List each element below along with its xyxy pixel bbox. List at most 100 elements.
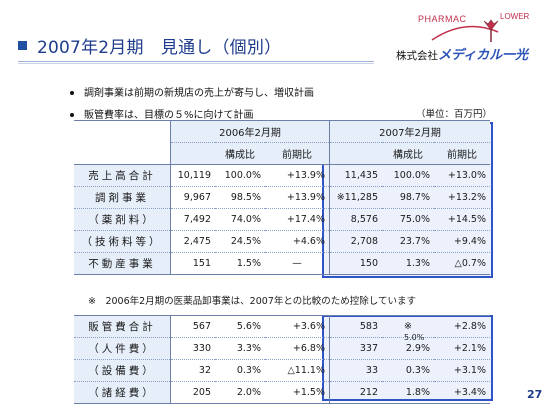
header-blank bbox=[74, 120, 171, 143]
table-row: （技術料等） 2,475 24.5% +4.6% 2,708 23.7% +9.… bbox=[74, 230, 490, 253]
yoy-2007: +2.1% bbox=[434, 337, 490, 360]
ratio-2006: 2.0% bbox=[215, 381, 265, 404]
ratio-2007: 1.8% bbox=[382, 381, 434, 404]
title-bullet-square bbox=[18, 40, 27, 50]
value-2007: 337 bbox=[329, 337, 382, 360]
yoy-2006: +1.5% bbox=[265, 381, 330, 404]
sga-table: 販管費合計 567 5.6% +3.6% 583 ※ +2.8% （人件費） 3… bbox=[74, 315, 490, 404]
col-ratio-2007: 構成比 bbox=[382, 142, 434, 165]
yoy-2006: +17.4% bbox=[265, 208, 330, 231]
logo-pharmac-text: PHARMAC bbox=[418, 14, 467, 24]
ratio-2007: 75.0% bbox=[382, 208, 434, 231]
value-2007: 11,435 bbox=[329, 164, 382, 187]
ratio-2006: 24.5% bbox=[215, 230, 265, 253]
ratio-2006: 1.5% bbox=[215, 252, 265, 275]
logo-flower-icon bbox=[483, 19, 499, 42]
yoy-2007: +13.2% bbox=[434, 186, 490, 209]
bullet-item: 販管費率は、目標の５%に向けて計画 bbox=[70, 106, 254, 121]
ratio-2006: 5.6% bbox=[215, 315, 265, 338]
ratio-2007: 98.7% bbox=[382, 186, 434, 209]
value-2006: 32 bbox=[170, 359, 215, 382]
yoy-2007: +3.1% bbox=[434, 359, 490, 382]
yoy-2007: +9.4% bbox=[434, 230, 490, 253]
row-label: （設備費） bbox=[74, 359, 171, 382]
slide-title-wrap: 2007年2月期 見通し（個別） bbox=[18, 32, 281, 58]
row-label: （人件費） bbox=[74, 337, 171, 360]
ratio-2007: 2.9% bbox=[382, 337, 434, 360]
table-row: 調剤事業 9,967 98.5% +13.9% ※11,285 98.7% +1… bbox=[74, 186, 490, 209]
ratio-2007: 1.3% bbox=[382, 252, 434, 275]
sga-ratio-overlap-text: 5.0% bbox=[404, 333, 425, 342]
col-yoy-2006: 前期比 bbox=[265, 142, 330, 165]
logo-company-prefix: 株式会社 bbox=[396, 50, 438, 62]
table-row: 販管費合計 567 5.6% +3.6% 583 ※ +2.8% bbox=[74, 315, 490, 338]
value-2006: 205 bbox=[170, 381, 215, 404]
col-yoy-2007: 前期比 bbox=[434, 142, 490, 165]
unit-label: （単位：百万円） bbox=[416, 109, 493, 120]
ratio-2006: 3.3% bbox=[215, 337, 265, 360]
ratio-2007: ※ bbox=[382, 315, 434, 338]
ratio-2007: 23.7% bbox=[382, 230, 434, 253]
table-row: （人件費） 330 3.3% +6.8% 337 2.9% +2.1% bbox=[74, 337, 490, 360]
row-label: （技術料等） bbox=[74, 230, 171, 253]
bullet-item: 調剤事業は前期の新規店の売上が寄与し、増収計画 bbox=[70, 84, 314, 99]
table-row: 売上高合計 10,119 100.0% +13.9% 11,435 100.0%… bbox=[74, 164, 490, 187]
ratio-2007: 0.3% bbox=[382, 359, 434, 382]
yoy-2007: +14.5% bbox=[434, 208, 490, 231]
ratio-2006: 100.0% bbox=[215, 164, 265, 187]
value-2006: 10,119 bbox=[170, 164, 215, 187]
yoy-2006: +3.6% bbox=[265, 315, 330, 338]
table-row: （諸経費） 205 2.0% +1.5% 212 1.8% +3.4% bbox=[74, 381, 490, 404]
bullet-text: 販管費率は、目標の５%に向けて計画 bbox=[84, 110, 254, 121]
table-row: （薬剤料） 7,492 74.0% +17.4% 8,576 75.0% +14… bbox=[74, 208, 490, 231]
yoy-2007: +2.8% bbox=[434, 315, 490, 338]
title-underline bbox=[18, 61, 374, 62]
value-2006: 2,475 bbox=[170, 230, 215, 253]
bullet-text: 調剤事業は前期の新規店の売上が寄与し、増収計画 bbox=[84, 88, 314, 99]
footnote: ※ 2006年2月期の医薬品卸事業は、2007年との比較のため控除しています bbox=[88, 296, 416, 307]
ratio-2006: 74.0% bbox=[215, 208, 265, 231]
yoy-2007: △0.7% bbox=[434, 252, 490, 275]
title-underline-light bbox=[18, 63, 374, 64]
logo-lower-text: LOWER bbox=[500, 12, 530, 21]
yoy-2006: +13.9% bbox=[265, 186, 330, 209]
period-2007-header: 2007年2月期 bbox=[329, 120, 490, 143]
header-blank bbox=[74, 142, 171, 165]
value-2006: 9,967 bbox=[170, 186, 215, 209]
col-ratio-2006: 構成比 bbox=[215, 142, 265, 165]
value-2006: 567 bbox=[170, 315, 215, 338]
bullet-dot-icon bbox=[70, 91, 74, 95]
ratio-2006: 0.3% bbox=[215, 359, 265, 382]
ratio-2006: 98.5% bbox=[215, 186, 265, 209]
yoy-2006: +4.6% bbox=[265, 230, 330, 253]
value-2007: 212 bbox=[329, 381, 382, 404]
table-row: 不動産事業 151 1.5% — 150 1.3% △0.7% bbox=[74, 252, 490, 275]
logo-brand-name: メディカル一光 bbox=[438, 48, 529, 63]
bullet-dot-icon bbox=[70, 113, 74, 117]
table-subheader-row: 構成比 前期比 構成比 前期比 bbox=[74, 142, 490, 165]
logo-company-name: 株式会社メディカル一光 bbox=[396, 44, 528, 63]
slide-title: 2007年2月期 見通し（個別） bbox=[37, 37, 282, 58]
header-blank bbox=[170, 142, 215, 165]
header-blank bbox=[329, 142, 382, 165]
yoy-2006: — bbox=[265, 252, 330, 275]
yoy-2007: +3.4% bbox=[434, 381, 490, 404]
table-header-row: 2006年2月期 2007年2月期 bbox=[74, 120, 490, 143]
value-2006: 151 bbox=[170, 252, 215, 275]
yoy-2007: +13.0% bbox=[434, 164, 490, 187]
row-label: （薬剤料） bbox=[74, 208, 171, 231]
value-2006: 7,492 bbox=[170, 208, 215, 231]
value-2007: 8,576 bbox=[329, 208, 382, 231]
table-row: （設備費） 32 0.3% △11.1% 33 0.3% +3.1% bbox=[74, 359, 490, 382]
value-2007: 150 bbox=[329, 252, 382, 275]
yoy-2006: △11.1% bbox=[265, 359, 330, 382]
row-label: 販管費合計 bbox=[74, 315, 171, 338]
row-label: （諸経費） bbox=[74, 381, 171, 404]
value-2007: 33 bbox=[329, 359, 382, 382]
page-number: 27 bbox=[527, 388, 543, 401]
row-label: 不動産事業 bbox=[74, 252, 171, 275]
forecast-table: 2006年2月期 2007年2月期 構成比 前期比 構成比 前期比 売上高合計 … bbox=[74, 120, 490, 275]
value-2006: 330 bbox=[170, 337, 215, 360]
value-2007: 583 bbox=[329, 315, 382, 338]
yoy-2006: +6.8% bbox=[265, 337, 330, 360]
